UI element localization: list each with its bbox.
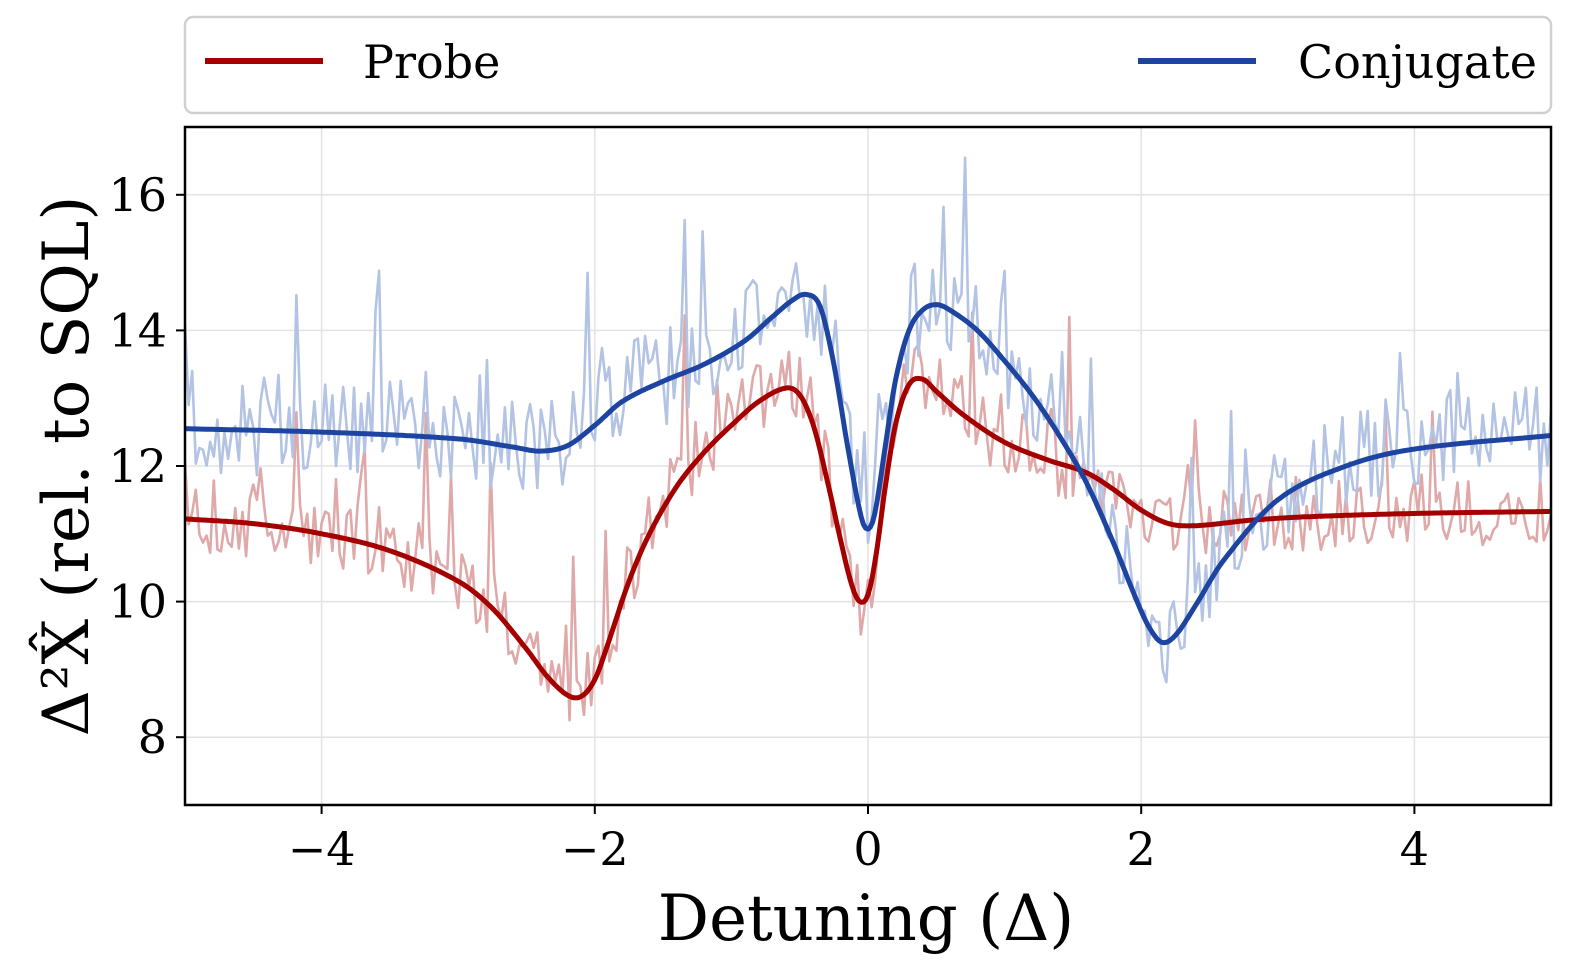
axis-ticks: −4 −2 0 2 4 8 10 12 14 16	[108, 168, 1429, 876]
x-axis-title: Detuning (Δ)	[658, 882, 1075, 956]
x-tick-label: 0	[853, 822, 882, 876]
y-tick-label: 8	[138, 710, 167, 764]
x-tick-label: −4	[288, 822, 356, 876]
x-tick-label: 4	[1400, 822, 1429, 876]
x-tick-label: −2	[561, 822, 629, 876]
y-tick-label: 10	[108, 575, 167, 629]
raw-trace-conjugate	[185, 156, 1551, 684]
y-tick-label: 14	[108, 303, 167, 357]
legend: Probe Conjugate	[183, 15, 1553, 115]
x-tick-label: 2	[1127, 822, 1156, 876]
raw-data-traces	[185, 156, 1551, 722]
raw-trace-probe	[185, 311, 1551, 722]
y-tick-label: 16	[108, 168, 167, 222]
legend-label-conjugate: Conjugate	[1298, 35, 1537, 89]
series-line-probe	[185, 375, 1551, 701]
y-axis-title: Δ²X̂ (rel. to SQL)	[29, 196, 104, 737]
legend-frame	[183, 15, 1553, 115]
series-line-conjugate	[185, 291, 1551, 646]
legend-label-probe: Probe	[363, 35, 500, 89]
fit-curves	[185, 291, 1551, 701]
y-tick-label: 12	[108, 439, 167, 493]
